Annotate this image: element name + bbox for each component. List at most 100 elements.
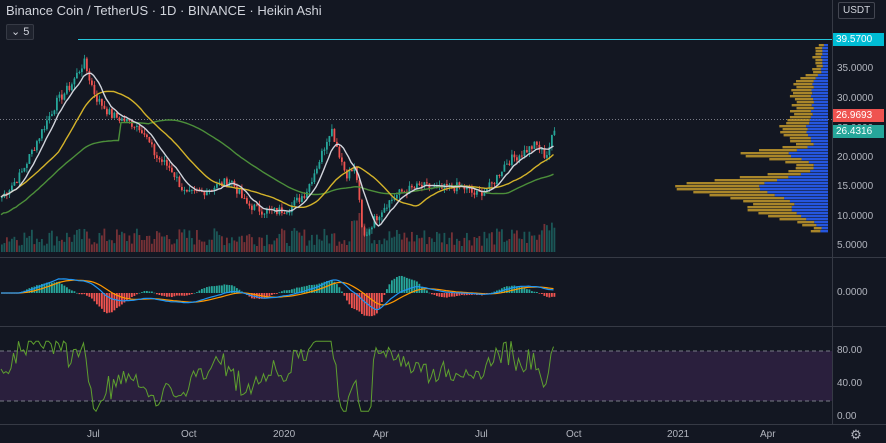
- volume-bar: [138, 235, 141, 252]
- macd-histogram-bar: [63, 285, 66, 293]
- volume-profile-bar: [764, 182, 828, 185]
- volume-profile-bar: [747, 206, 792, 209]
- volume-bar: [538, 234, 541, 252]
- candle-body: [33, 150, 36, 152]
- macd-histogram-bar: [371, 293, 373, 317]
- volume-bar: [281, 228, 283, 252]
- volume-bar: [133, 233, 136, 252]
- price-tick-label: 15.0000: [837, 181, 874, 192]
- macd-histogram-bar: [193, 292, 196, 294]
- macd-histogram-bar: [543, 293, 546, 296]
- candle-body: [323, 149, 326, 151]
- volume-profile-bar: [801, 215, 828, 218]
- macd-signal-line: [1, 279, 554, 306]
- volume-bar: [446, 244, 448, 252]
- volume-bar: [158, 232, 161, 252]
- macd-histogram-bar: [226, 284, 228, 293]
- price-tick-label: 35.0000: [837, 63, 874, 74]
- macd-histogram-bar: [316, 284, 318, 293]
- volume-bar: [448, 237, 451, 252]
- candle-body: [223, 178, 226, 187]
- macd-histogram-bar: [231, 285, 233, 293]
- volume-bar: [453, 244, 456, 252]
- candle-body: [248, 203, 251, 206]
- macd-histogram-bar: [428, 292, 431, 294]
- candle-body: [161, 159, 163, 162]
- candle-body: [241, 189, 243, 199]
- candle-body: [103, 105, 106, 109]
- volume-bar: [368, 227, 371, 252]
- volume-bar: [71, 241, 73, 252]
- volume-profile-bar: [767, 173, 801, 176]
- volume-bar: [398, 233, 401, 252]
- volume-profile-bar: [693, 191, 768, 194]
- macd-histogram-bar: [396, 277, 398, 293]
- macd-histogram-bar: [163, 293, 166, 297]
- volume-bar: [166, 235, 168, 252]
- macd-histogram-bar: [436, 293, 438, 297]
- candle-body: [153, 144, 156, 156]
- volume-bar: [403, 232, 406, 252]
- volume-bar: [486, 238, 488, 252]
- candle-body: [243, 198, 246, 200]
- macd-histogram-bar: [166, 293, 168, 297]
- volume-bar: [386, 240, 388, 252]
- volume-bar: [53, 245, 56, 252]
- volume-profile-bar: [810, 230, 821, 233]
- volume-profile-bar: [796, 101, 814, 104]
- candle-body: [381, 212, 383, 217]
- macd-histogram-bar: [238, 289, 241, 293]
- volume-bar: [238, 236, 241, 252]
- gear-icon[interactable]: ⚙: [850, 427, 862, 442]
- volume-bar: [216, 231, 218, 252]
- candle-body: [308, 183, 311, 192]
- volume-bar: [331, 233, 333, 252]
- volume-profile-bar: [822, 47, 828, 50]
- macd-histogram-bar: [181, 293, 183, 296]
- volume-bar: [28, 236, 31, 252]
- candle-body: [388, 200, 391, 208]
- volume-bar: [288, 245, 291, 252]
- candle-body: [206, 191, 208, 196]
- volume-bar: [208, 239, 211, 252]
- macd-histogram-bar: [466, 293, 468, 296]
- macd-histogram-bar: [346, 293, 348, 301]
- macd-histogram-bar: [81, 293, 83, 295]
- symbol-name[interactable]: Binance Coin / TetherUS: [6, 3, 149, 18]
- currency-unit-button[interactable]: USDT: [838, 2, 876, 19]
- macd-histogram-bar: [78, 293, 81, 295]
- ma-50-line: [0, 72, 554, 227]
- candle-body: [158, 157, 161, 160]
- volume-bar: [58, 240, 61, 252]
- macd-histogram-bar: [496, 290, 498, 293]
- candle-body: [368, 229, 371, 235]
- volume-bar: [63, 241, 66, 252]
- volume-profile-bar: [820, 230, 828, 233]
- volume-bar: [163, 236, 166, 252]
- macd-histogram-bar: [101, 293, 103, 309]
- volume-bar: [218, 234, 221, 252]
- volume-bar: [296, 230, 298, 252]
- candle-body: [551, 135, 553, 147]
- candle-body: [128, 118, 131, 121]
- volume-bar: [306, 245, 308, 252]
- volume-bar: [356, 220, 358, 252]
- candle-body: [193, 189, 196, 191]
- indicator-collapse-toggle[interactable]: ⌄ 5: [6, 24, 35, 40]
- macd-histogram-bar: [183, 293, 186, 296]
- volume-bar: [271, 244, 273, 252]
- macd-histogram-bar: [358, 293, 361, 312]
- volume-bar: [351, 221, 353, 252]
- macd-histogram-bar: [36, 285, 38, 293]
- macd-histogram-bar: [438, 293, 441, 297]
- volume-bar: [126, 241, 128, 252]
- volume-profile-bar: [745, 155, 791, 158]
- macd-histogram-bar: [286, 290, 288, 293]
- macd-histogram-bar: [103, 293, 106, 313]
- macd-tick-label: 0.0000: [837, 287, 868, 298]
- candle-body: [51, 114, 53, 117]
- rsi-band: [0, 351, 832, 401]
- macd-histogram-bar: [278, 292, 281, 293]
